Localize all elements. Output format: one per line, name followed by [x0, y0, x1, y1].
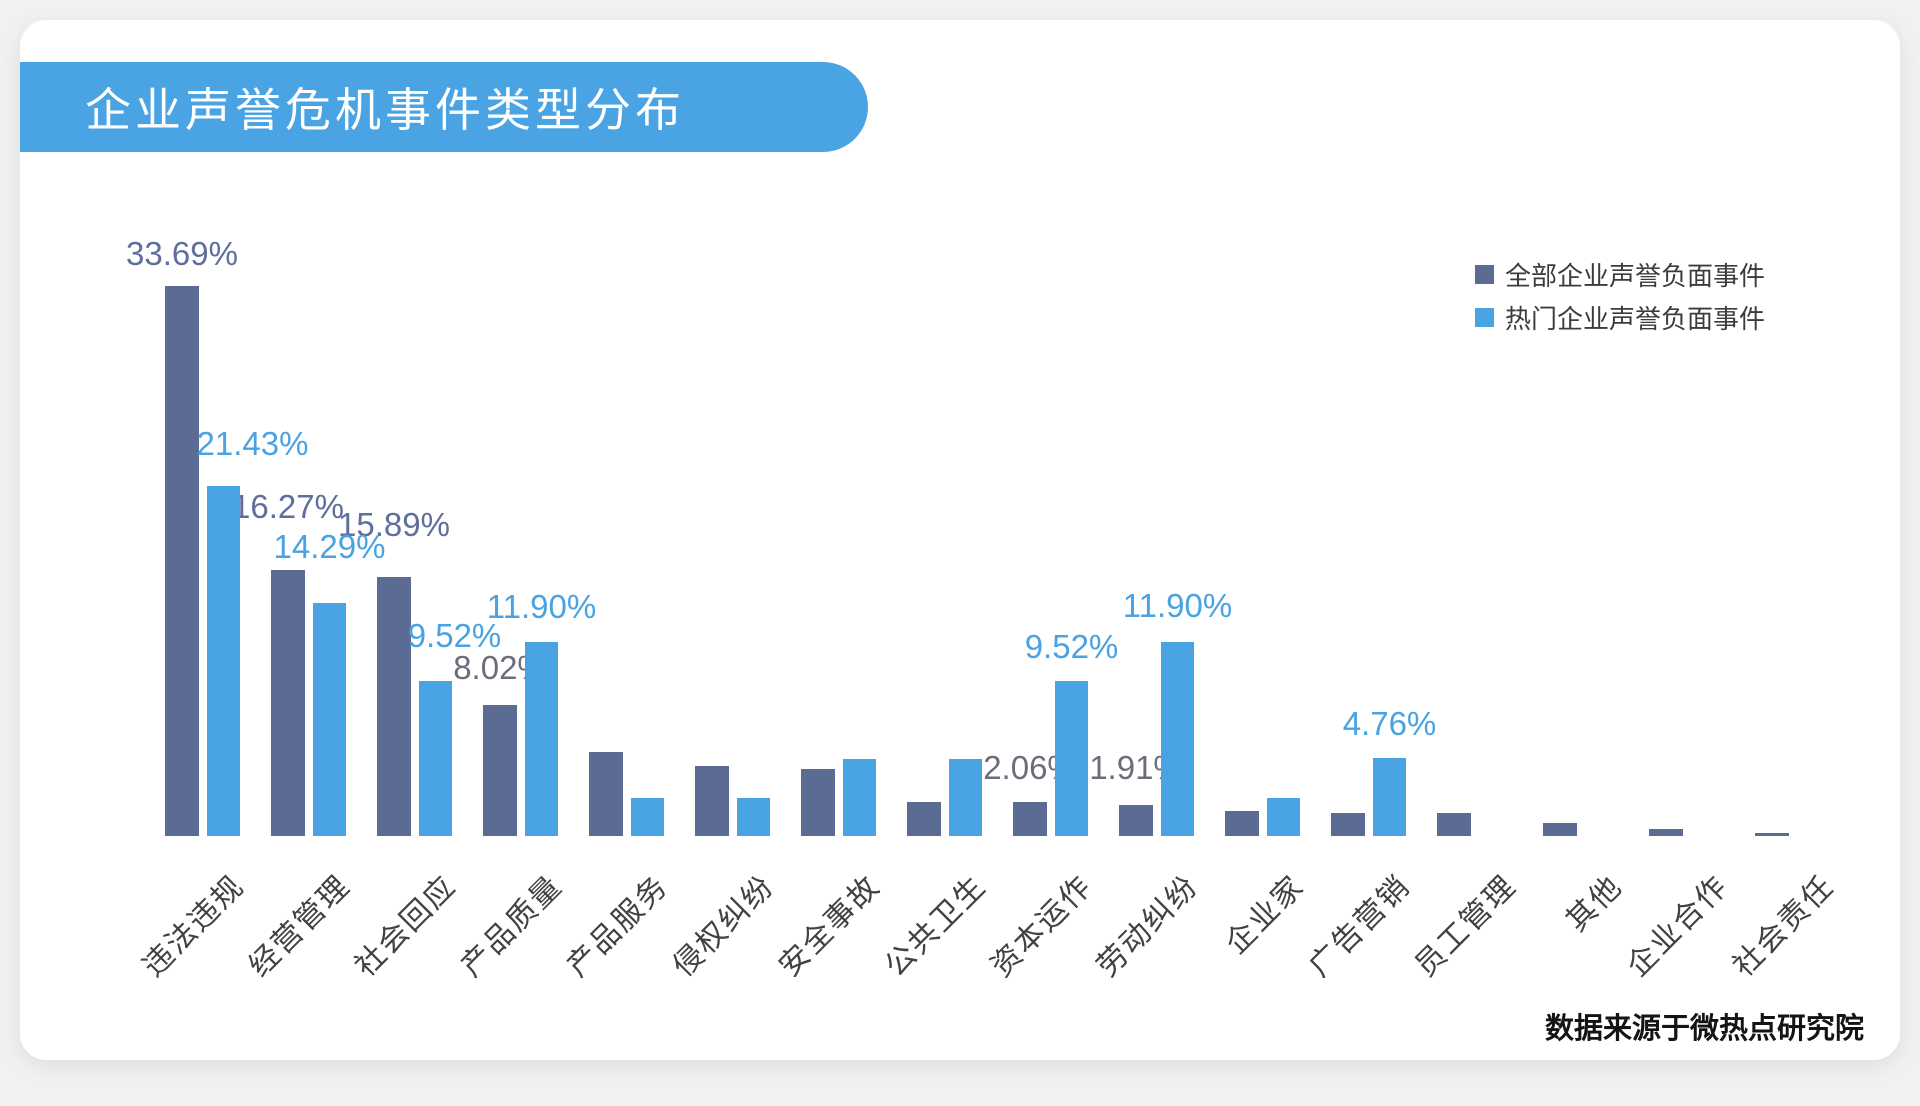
value-label-series1-违法违规: 33.69% [126, 235, 238, 272]
bar-series1-安全事故 [801, 769, 835, 836]
bar-series1-资本运作 [1013, 802, 1047, 836]
legend-label: 热门企业声誉负面事件 [1505, 303, 1766, 334]
value-label-series1-经营管理: 16.27% [232, 488, 344, 525]
legend-swatch-icon [1475, 264, 1494, 284]
value-label-series2-劳动纠纷: 11.90% [1122, 587, 1233, 624]
bar-series2-社会回应 [419, 681, 452, 836]
legend-item-0: 全部企业声誉负面事件 [1475, 261, 1765, 291]
bar-series2-资本运作 [1055, 681, 1088, 836]
bar-series2-产品服务 [631, 798, 664, 836]
legend-label: 全部企业声誉负面事件 [1505, 260, 1766, 291]
bar-series1-社会责任 [1755, 833, 1789, 836]
bar-series2-产品质量 [525, 642, 558, 836]
bar-series2-公共卫生 [949, 759, 982, 836]
bar-series2-安全事故 [843, 759, 876, 836]
bar-series1-经营管理 [271, 570, 305, 836]
data-source-note: 数据来源于微热点研究院 [1544, 1013, 1864, 1045]
bar-series1-公共卫生 [907, 802, 941, 836]
chart-title: 企业声誉危机事件类型分布 [85, 84, 685, 136]
chart-card: 企业声誉危机事件类型分布 全部企业声誉负面事件 热门企业声誉负面事件 违法违规 经营… [20, 20, 1900, 1060]
bar-series2-企业家 [1267, 798, 1300, 836]
value-label-series2-违法违规: 21.43% [196, 425, 309, 462]
value-label-series2-广告营销: 4.76% [1342, 705, 1437, 742]
bar-series1-侵权纠纷 [695, 766, 729, 836]
value-label-series2-经营管理: 14.29% [273, 528, 386, 565]
bar-series1-企业合作 [1649, 829, 1683, 836]
legend-item-1: 热门企业声誉负面事件 [1475, 304, 1765, 334]
bar-series2-劳动纠纷 [1161, 642, 1194, 836]
legend: 全部企业声誉负面事件 热门企业声誉负面事件 [1475, 261, 1765, 347]
bar-chart: 违法违规 经营管理 社会回应 产品质量 产品服务 侵权纠纷 安全事故 公共卫生 资本运作 劳动纠纷… [20, 20, 1900, 1060]
bar-series1-劳动纠纷 [1119, 805, 1153, 836]
value-label-series2-社会回应: 9.52% [407, 617, 502, 654]
legend-swatch-icon [1475, 307, 1494, 327]
bar-series1-社会回应 [377, 577, 411, 836]
bar-series1-违法违规 [165, 286, 199, 836]
bar-series2-经营管理 [313, 603, 346, 836]
value-label-series2-产品质量: 11.90% [486, 588, 597, 625]
value-label-series2-资本运作: 9.52% [1024, 628, 1119, 665]
bar-series2-广告营销 [1373, 758, 1406, 836]
bar-series1-其他 [1543, 823, 1577, 836]
bar-series1-企业家 [1225, 811, 1259, 836]
bar-series1-产品质量 [483, 705, 517, 836]
bar-series2-侵权纠纷 [737, 798, 770, 836]
bar-series1-广告营销 [1331, 813, 1365, 836]
bar-series1-员工管理 [1437, 813, 1471, 836]
bar-series2-违法违规 [207, 486, 240, 836]
title-banner: 企业声誉危机事件类型分布 [20, 62, 868, 152]
value-label-series1-社会回应: 15.89% [338, 506, 450, 543]
bar-series1-产品服务 [589, 752, 623, 836]
